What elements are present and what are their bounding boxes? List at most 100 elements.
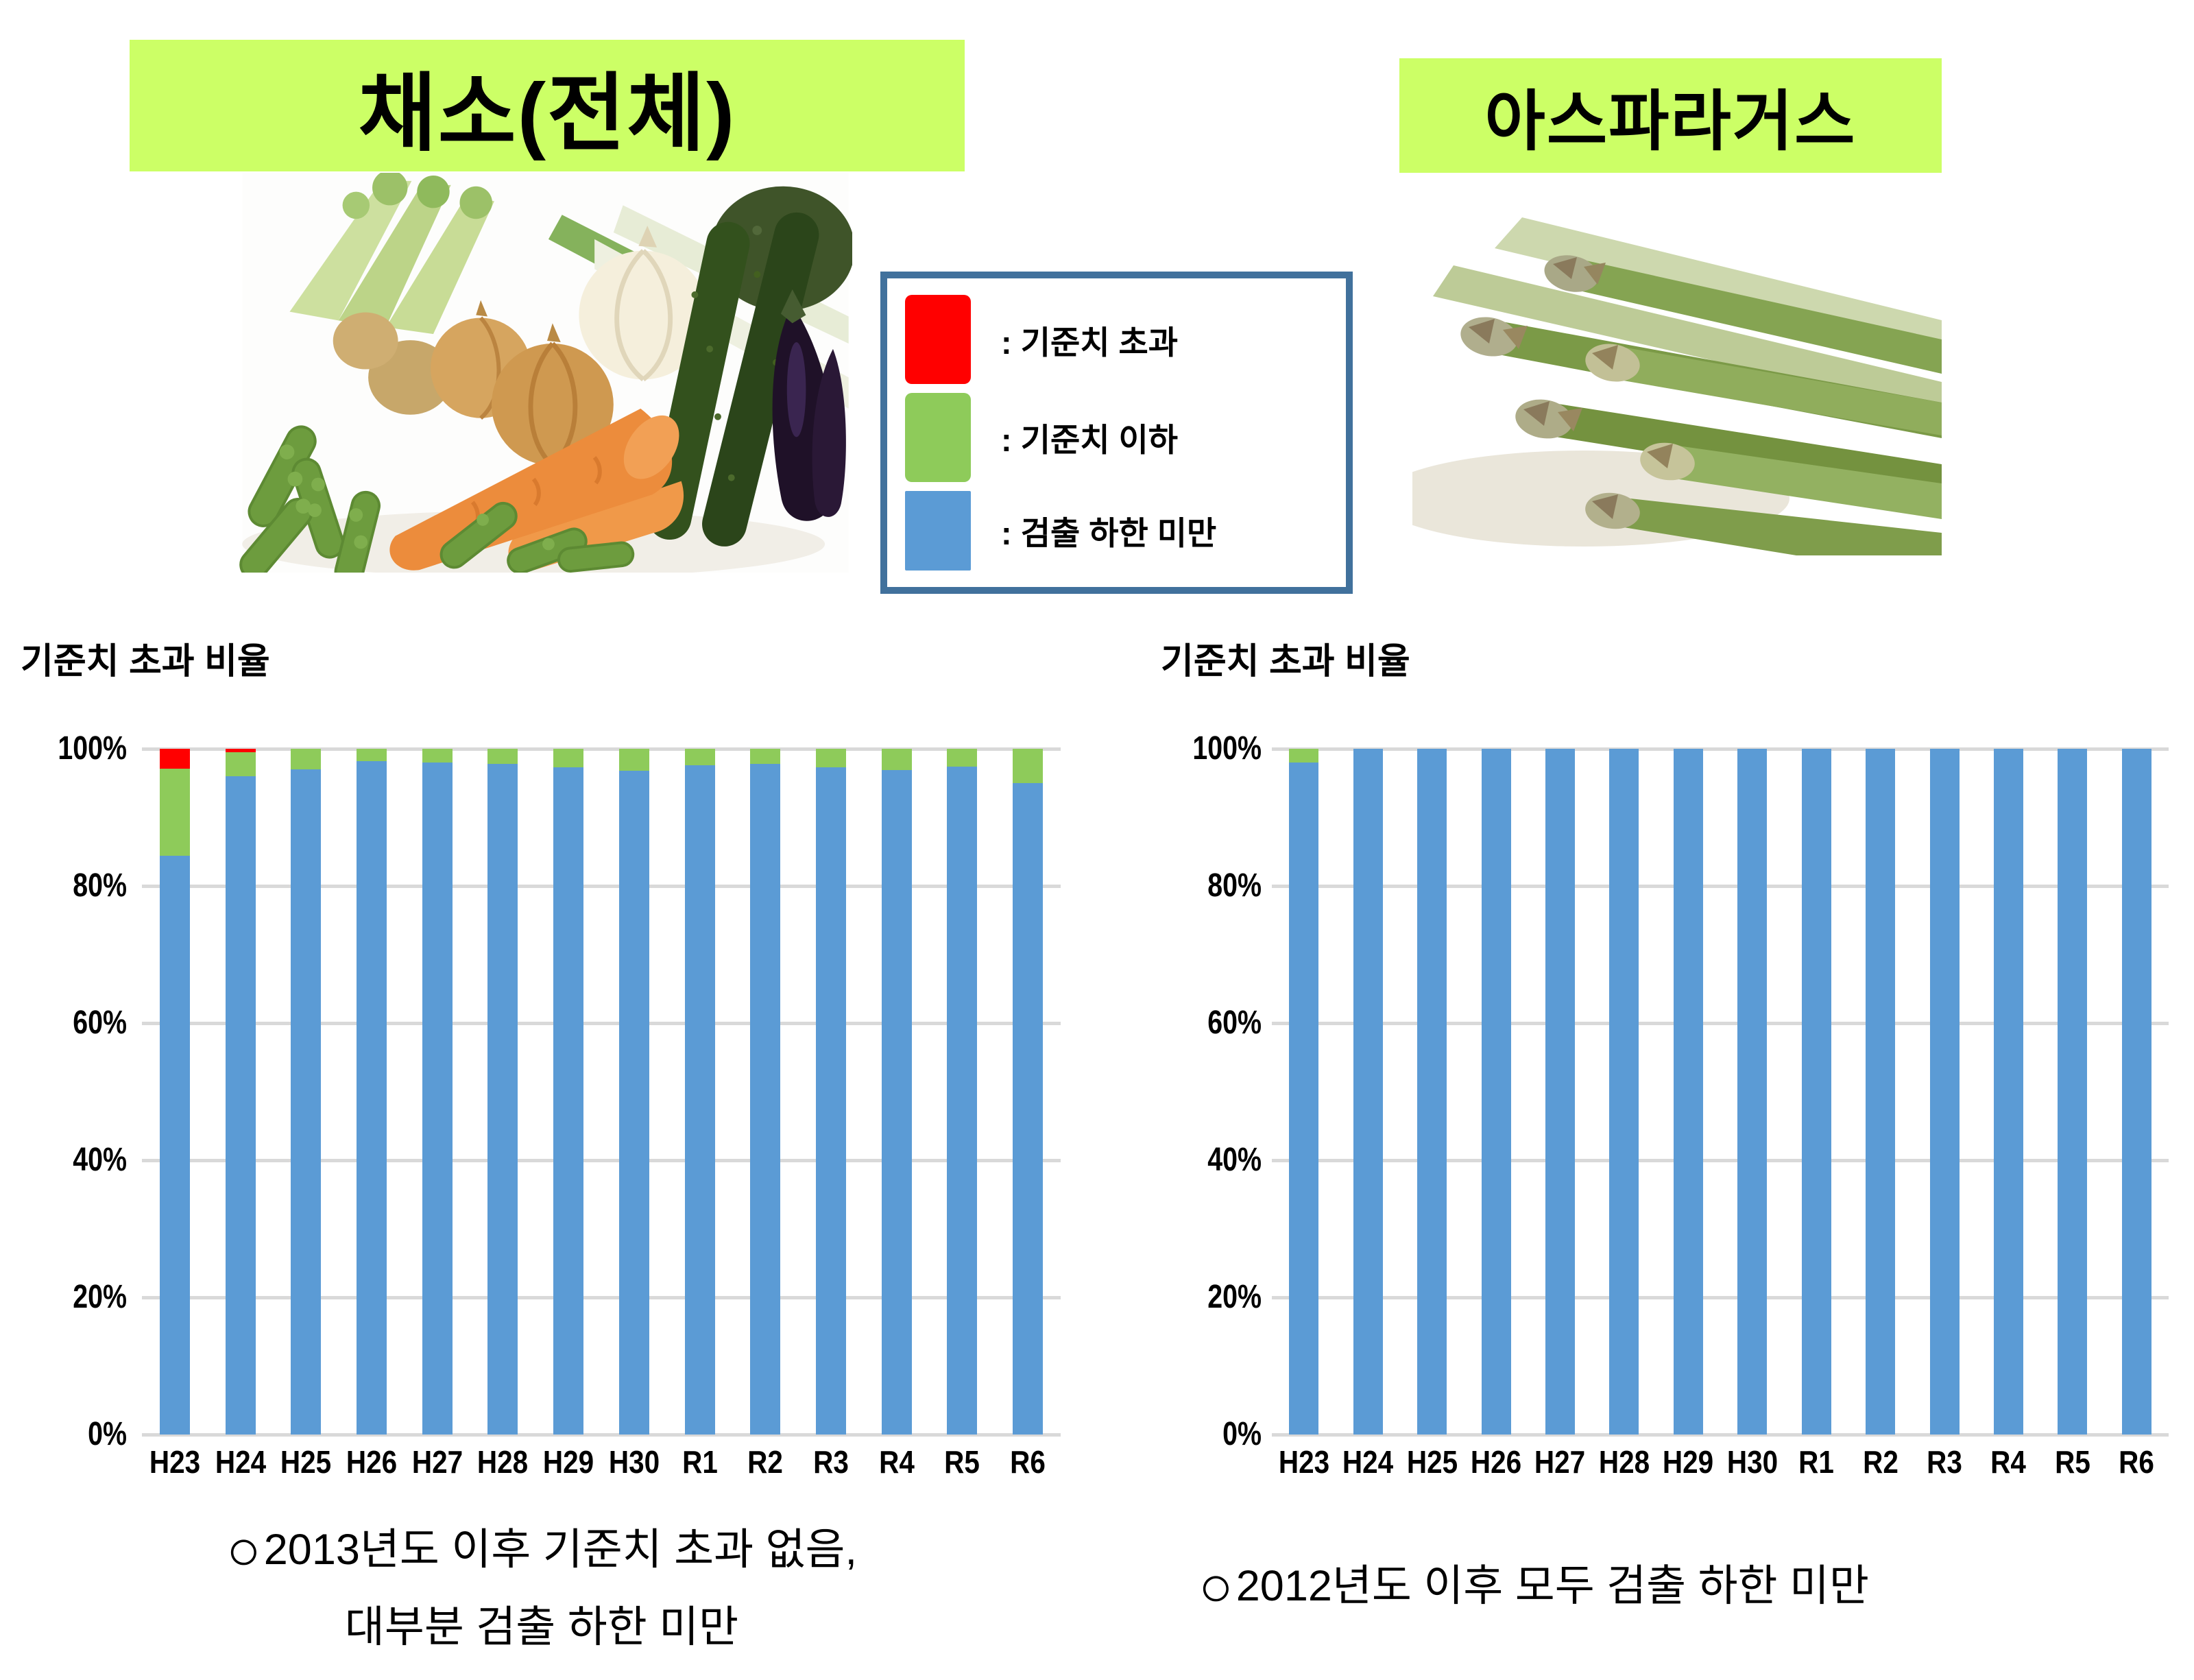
gridline [1272, 747, 2169, 751]
bar-segment [422, 763, 453, 1435]
x-axis-label: H30 [608, 1444, 660, 1480]
asparagus-photo [1412, 176, 1942, 555]
x-axis-label: H27 [1534, 1444, 1586, 1480]
bar-segment [1737, 749, 1768, 1435]
bar-segment [357, 761, 387, 1435]
below-standard-label: : 기준치 이하 [1001, 422, 1178, 459]
legend-row-exceeds: : 기준치 초과 [905, 295, 1339, 385]
vegetables-photo [239, 173, 852, 573]
gridline [142, 1433, 1061, 1437]
circle-bullet-icon: ○ [1198, 1554, 1233, 1618]
x-axis-label: R2 [747, 1444, 784, 1480]
bar-segment [881, 770, 912, 1435]
y-axis-label: 0% [1222, 1416, 1262, 1452]
bar-segment [947, 767, 978, 1435]
bar-segment [1013, 783, 1044, 1435]
bar-segment [1609, 749, 1639, 1435]
y-axis-label: 40% [73, 1142, 127, 1178]
bar-segment [750, 764, 781, 1435]
bar-segment [159, 856, 190, 1435]
bar-segment [487, 749, 518, 764]
bar-segment [225, 749, 256, 752]
bar-segment [159, 749, 190, 769]
bar-segment [291, 749, 322, 769]
x-axis-label: R3 [1927, 1444, 1962, 1480]
bar-segment [422, 749, 453, 763]
bar-segment [2121, 749, 2151, 1435]
bar-segment [553, 749, 584, 767]
x-axis-label: R6 [2119, 1444, 2155, 1480]
y-axis-label: 60% [73, 1005, 127, 1041]
x-axis-label: H27 [411, 1444, 463, 1480]
gridline [142, 1022, 1061, 1025]
x-axis-label: H30 [1726, 1444, 1778, 1480]
x-axis-label: R4 [878, 1444, 915, 1480]
bar-segment [357, 749, 387, 761]
bar-segment [1289, 763, 1319, 1435]
legend-row-below-detection: : 검출 하한 미만 [905, 490, 1339, 571]
bar-segment [684, 765, 715, 1435]
bar-segment [291, 769, 322, 1435]
gridline [142, 885, 1061, 888]
bar-segment [684, 749, 715, 765]
gridline [1272, 1159, 2169, 1162]
gridline [142, 1296, 1061, 1299]
bar-segment [816, 767, 846, 1435]
x-axis-label: R6 [1010, 1444, 1046, 1480]
x-axis-label: R4 [1990, 1444, 2027, 1480]
x-axis-label: R1 [1798, 1444, 1835, 1480]
x-axis-label: H26 [346, 1444, 398, 1480]
gridline [1272, 885, 2169, 888]
x-axis-label: R1 [682, 1444, 718, 1480]
x-axis-label: R5 [2054, 1444, 2090, 1480]
circle-bullet-icon: ○ [226, 1517, 261, 1582]
y-axis-label: 100% [1192, 730, 1262, 767]
bar-segment [618, 771, 649, 1435]
bar-segment [225, 776, 256, 1435]
gridline [1272, 1433, 2169, 1437]
x-axis-label: H25 [280, 1444, 332, 1480]
bar-segment [225, 752, 256, 776]
vegetables-note-line1: ○2013년도 이후 기준치 초과 없음, [226, 1517, 857, 1582]
bar-segment [2058, 749, 2088, 1435]
gridline [142, 1159, 1061, 1162]
asparagus-title-text: 아스파라거스 [1484, 85, 1857, 158]
vegetables-title-text: 채소(전체) [358, 67, 736, 161]
vegetables-chart-title: 기준치 초과 비율 [21, 642, 270, 682]
y-axis-label: 80% [1207, 867, 1262, 904]
gridline [142, 747, 1061, 751]
bar-segment [1289, 749, 1319, 763]
x-axis-label: H25 [1406, 1444, 1458, 1480]
x-axis-label: H28 [1598, 1444, 1650, 1480]
vegetables-title-banner: 채소(전체) [130, 40, 965, 171]
below-standard-swatch [905, 392, 971, 482]
bar-segment [816, 749, 846, 767]
y-axis-label: 60% [1207, 1005, 1262, 1041]
bar-segment [881, 749, 912, 770]
y-axis-label: 20% [1207, 1279, 1262, 1315]
bar-segment [947, 749, 978, 767]
legend-row-below-standard: : 기준치 이하 [905, 392, 1339, 482]
gridline [1272, 1296, 2169, 1299]
bar-segment [618, 749, 649, 771]
x-axis-label: R3 [813, 1444, 849, 1480]
x-axis-label: H24 [1342, 1444, 1394, 1480]
bar-segment [750, 749, 781, 764]
bar-segment [1801, 749, 1831, 1435]
legend: : 기준치 초과 : 기준치 이하 : 검출 하한 미만 [880, 272, 1353, 594]
x-axis-label: H23 [149, 1444, 200, 1480]
gridline [1272, 1022, 2169, 1025]
bar-segment [487, 764, 518, 1435]
y-axis-label: 100% [58, 730, 127, 767]
exceeds-standard-label: : 기준치 초과 [1001, 324, 1178, 361]
x-axis-label: H28 [477, 1444, 529, 1480]
x-axis-label: H23 [1278, 1444, 1329, 1480]
bar-segment [1417, 749, 1447, 1435]
x-axis-label: H26 [1470, 1444, 1522, 1480]
asparagus-title-banner: 아스파라거스 [1399, 58, 1942, 173]
vegetables-note-line2: 대부분 검출 하한 미만 [344, 1603, 739, 1652]
below-detection-swatch [905, 490, 971, 571]
vegetables-note: ○2013년도 이후 기준치 초과 없음, 대부분 검출 하한 미만 [103, 1505, 980, 1661]
bar-segment [1929, 749, 1960, 1435]
